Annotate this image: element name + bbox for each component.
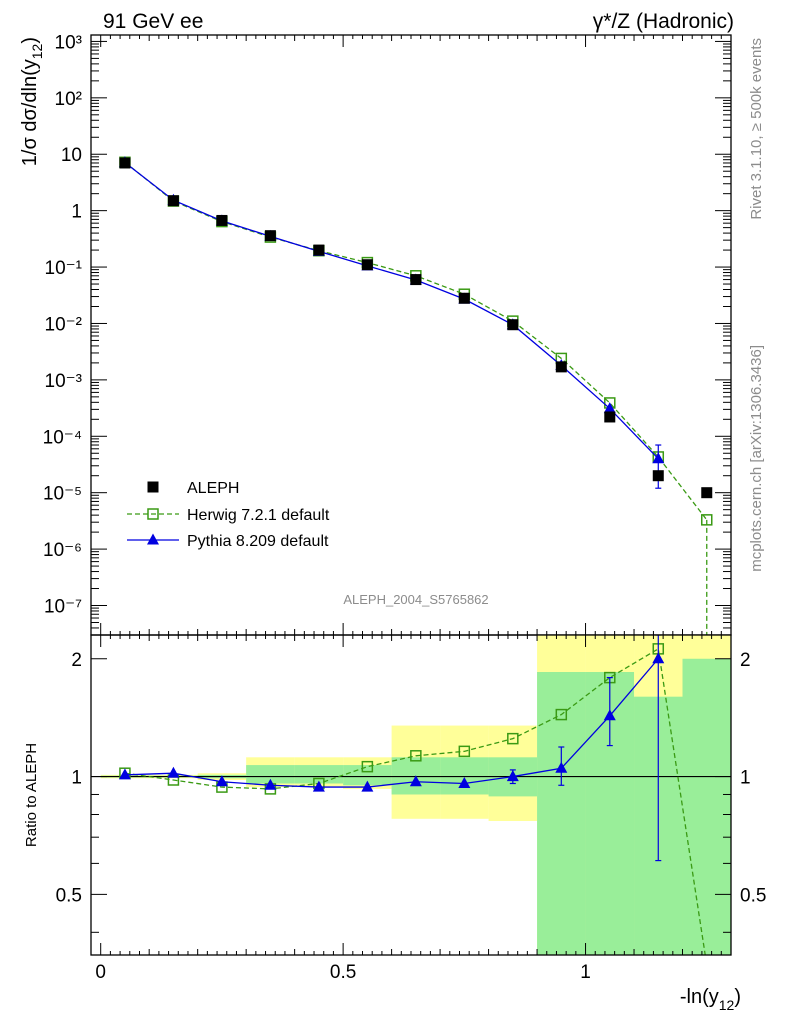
y-tick-label: 10⁻⁷ (44, 597, 82, 618)
legend-label: Pythia 8.209 default (187, 533, 329, 550)
aleph-point (701, 487, 713, 499)
y-tick-label: 10⁻² (45, 314, 83, 335)
aleph-point (216, 214, 228, 226)
ratio-y-tick-label-right: 0.5 (740, 885, 766, 906)
pythia-ratio-point (603, 709, 616, 721)
ratio-y-tick-label-right: 2 (740, 650, 751, 671)
legend-label: ALEPH (187, 480, 239, 497)
x-tick-label: 0 (95, 962, 106, 983)
herwig-ratio-point (361, 760, 374, 773)
legend-marker (147, 533, 159, 545)
x-tick-label: 1 (580, 962, 591, 983)
top-y-axis-title: 1/σ dσ/dln(y12) (19, 37, 45, 166)
ratio-y-axis-title: Ratio to ALEPH (23, 743, 40, 847)
ratio-y-tick-label: 1 (71, 768, 82, 789)
ratio-y-tick-label: 0.5 (56, 885, 82, 906)
aleph-point (410, 274, 422, 286)
herwig-ratio-point (507, 732, 519, 745)
aleph-point (361, 259, 373, 271)
ratio-y-tick-label-right: 1 (740, 768, 751, 789)
pythia-ratio-point (506, 770, 519, 782)
rivet-version-label: Rivet 3.1.10, ≥ 500k events (748, 38, 765, 220)
herwig-ratio-point (410, 750, 422, 762)
stat-uncertainty-band (246, 765, 295, 784)
stat-uncertainty-band (343, 765, 392, 786)
y-tick-label: 1 (71, 202, 82, 223)
herwig-ratio-line (124, 647, 706, 955)
pythia-ratio-point (409, 775, 422, 787)
y-tick-label: 10⁻³ (45, 371, 83, 392)
pythia-ratio-point (215, 775, 228, 787)
mcplots-reference-label: mcplots.cern.ch [arXiv:1306.3436] (748, 345, 765, 572)
y-tick-label: 10⁻⁶ (43, 540, 82, 561)
uncertainty-bands (100, 635, 731, 955)
pythia-ratio-point (312, 780, 325, 792)
y-tick-label: 10⁻⁴ (43, 427, 82, 448)
pythia-ratio-series (118, 635, 665, 862)
aleph-point (119, 157, 131, 169)
y-tick-label: 10² (55, 89, 82, 110)
pythia-ratio-point (264, 778, 277, 790)
y-tick-label: 10⁻⁵ (43, 484, 82, 505)
pythia-point (652, 452, 665, 464)
pythia-ratio-point (361, 780, 374, 792)
stat-uncertainty-band (682, 658, 731, 955)
herwig-line (124, 161, 708, 521)
pythia-series (118, 156, 665, 489)
aleph-point (313, 244, 325, 256)
legend-marker (147, 508, 159, 520)
aleph-point (458, 292, 470, 304)
legend-label: Herwig 7.2.1 default (187, 507, 330, 524)
aleph-point (652, 470, 664, 482)
x-tick-label: 0.5 (330, 962, 356, 983)
pythia-line (124, 162, 659, 460)
herwig-ratio-point (555, 708, 568, 721)
y-tick-label: 10 (61, 145, 82, 166)
y-tick-label: 10⁻¹ (45, 258, 83, 279)
y-tick-label: 10³ (55, 32, 82, 53)
legend: ALEPH Herwig 7.2.1 default Pythia 8.209 de… (127, 480, 330, 550)
herwig-series (119, 156, 713, 526)
spectrum-panel: 10⁻⁷ 10⁻⁶ 10⁻⁵ 10⁻⁴ 10⁻³ 10⁻² 10⁻¹ 1 10 10² 10³ (43, 32, 732, 636)
analysis-watermark: ALEPH_2004_S5765862 (343, 592, 488, 607)
legend-marker (147, 481, 159, 493)
stat-uncertainty-band (440, 757, 489, 795)
pythia-point (603, 402, 616, 414)
aleph-point (167, 195, 179, 207)
herwig-ratio-point (458, 745, 471, 758)
aleph-point (507, 319, 519, 331)
pythia-ratio-point (118, 768, 131, 780)
process-energy-label: 91 GeV ee (103, 10, 203, 33)
aleph-series (119, 157, 713, 499)
pythia-ratio-point (167, 766, 180, 778)
ratio-y-tick-label: 2 (71, 650, 82, 671)
pythia-ratio-point (652, 652, 665, 664)
process-type-label: γ*/Z (Hadronic) (593, 10, 734, 33)
aleph-point (555, 361, 567, 373)
x-axis-title: -ln(y12) (680, 986, 741, 1013)
pythia-ratio-point (458, 777, 471, 789)
herwig-ratio-point (702, 960, 712, 970)
ratio-panel: 0 0.5 1 0.5 0.5 1 1 2 2 (56, 634, 766, 983)
pythia-ratio-point (555, 761, 568, 773)
aleph-point (604, 411, 616, 423)
pythia-ratio-line (124, 658, 659, 788)
aleph-point (264, 230, 276, 242)
